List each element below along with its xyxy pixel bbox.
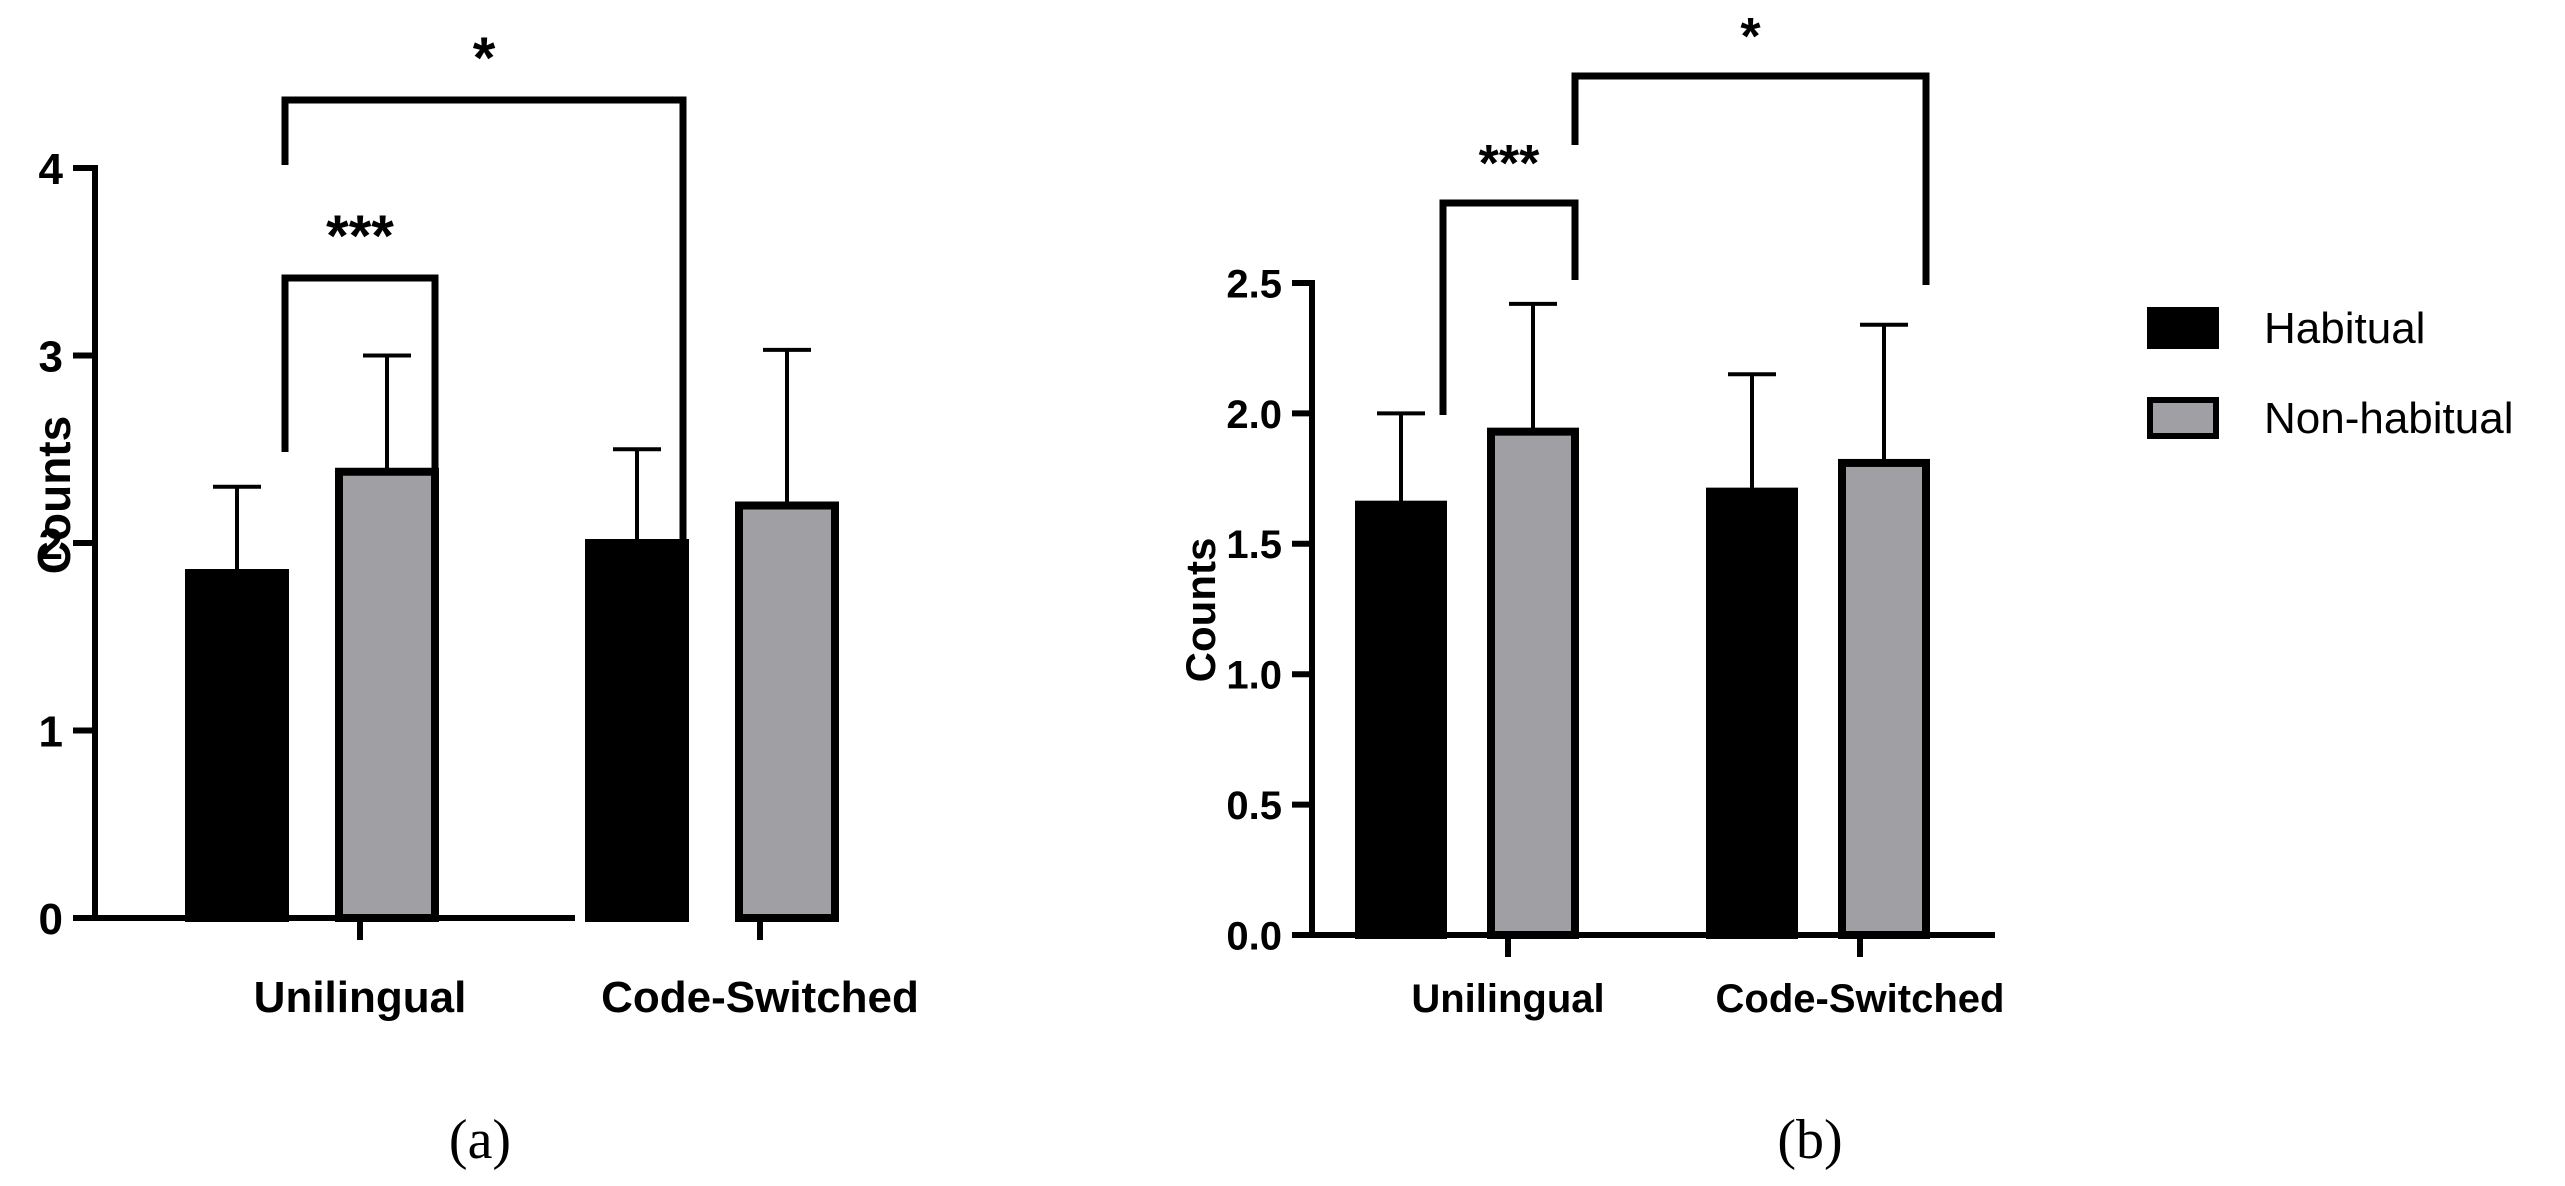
significance-bracket xyxy=(1439,199,1579,415)
bar-habitual-code-switched xyxy=(585,539,689,922)
significance-bracket xyxy=(1571,72,1930,285)
significance-bracket xyxy=(281,274,439,472)
y-tick-label: 0.0 xyxy=(1226,914,1282,958)
x-tick-label: Unilingual xyxy=(1411,977,1604,1021)
bar-habitual-code-switched xyxy=(1706,487,1798,939)
significance-label: * xyxy=(473,26,496,91)
y-tick-label: 1 xyxy=(39,707,63,756)
bar-non-habitual-unilingual xyxy=(335,467,439,922)
legend-swatch-non-habitual xyxy=(2147,397,2219,439)
y-tick-label: 3 xyxy=(39,332,63,381)
x-tick-label: Unilingual xyxy=(254,973,467,1022)
y-tick-label: 2.5 xyxy=(1226,262,1282,306)
bar-non-habitual-code-switched xyxy=(1838,458,1930,939)
panel-label: (a) xyxy=(449,1109,511,1171)
y-axis-label: Counts xyxy=(1177,538,1224,683)
y-tick-label: 1.0 xyxy=(1226,654,1282,698)
bar-non-habitual-unilingual xyxy=(1487,427,1579,939)
legend-label: Non-habitual xyxy=(2264,394,2514,443)
legend-label: Habitual xyxy=(2264,304,2425,353)
significance-label: *** xyxy=(1479,135,1540,193)
y-tick-label: 2 xyxy=(39,520,63,569)
legend: Habitual Non-habitual xyxy=(2147,304,2514,443)
legend-swatch-habitual xyxy=(2147,307,2219,349)
y-tick-label: 0.5 xyxy=(1226,784,1282,828)
significance-bracket xyxy=(281,96,687,590)
x-tick-label: Code-Switched xyxy=(1716,977,2005,1021)
significance-label: * xyxy=(1740,8,1761,66)
y-tick-label: 1.5 xyxy=(1226,523,1282,567)
bar-non-habitual-code-switched xyxy=(735,501,839,922)
y-axis-label: Counts xyxy=(28,416,80,574)
chart-b: 0.0 0.5 1.0 1.5 2.0 2.5 Unilingual Code-Switche… xyxy=(1177,8,2004,1171)
y-tick-label: 2.0 xyxy=(1226,393,1282,437)
x-tick-label: Code-Switched xyxy=(601,973,919,1022)
bar-habitual-unilingual xyxy=(185,569,289,922)
y-tick-label: 4 xyxy=(39,145,64,194)
y-tick-label: 0 xyxy=(39,895,63,944)
bar-habitual-unilingual xyxy=(1355,500,1447,939)
significance-label: *** xyxy=(326,204,394,269)
panel-label: (b) xyxy=(1777,1109,1842,1171)
